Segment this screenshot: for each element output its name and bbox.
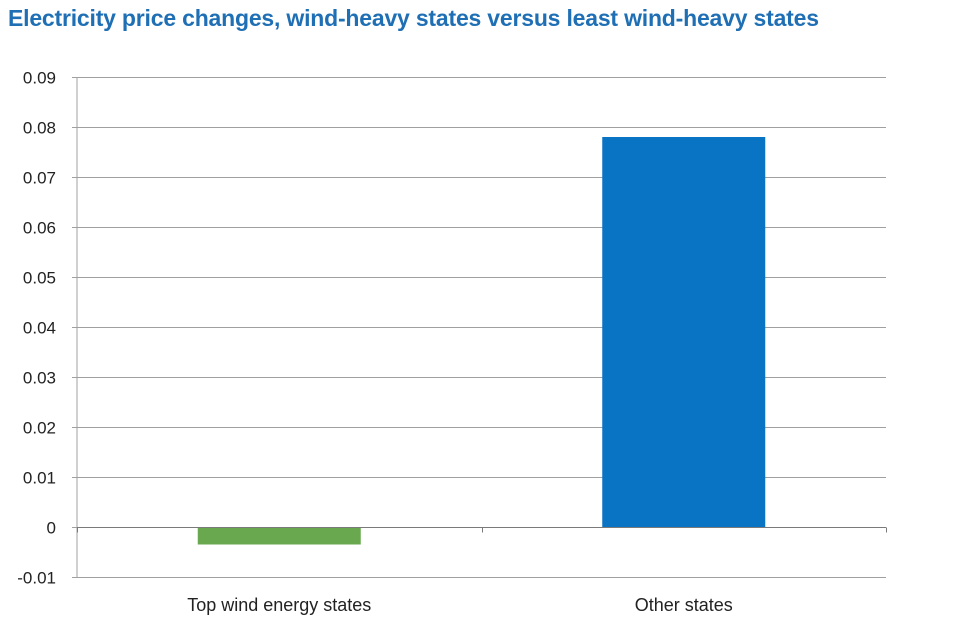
x-category-label: Other states [635, 595, 733, 615]
y-axis-ticks: -0.01 0 0.01 0.02 0.03 0.04 0.05 0.06 0.07 0.08 0.… [17, 69, 56, 588]
y-tick-label: 0.04 [23, 319, 56, 338]
y-tick-label: 0 [47, 519, 56, 538]
chart-title: Electricity price changes, wind-heavy st… [8, 5, 819, 31]
y-tick-label: 0.08 [23, 119, 56, 138]
bars [197, 137, 766, 545]
bar-1 [197, 527, 361, 545]
y-tick-label: 0.03 [23, 369, 56, 388]
y-tick-label: 0.09 [23, 69, 56, 88]
x-axis-labels: Top wind energy states Other states [187, 595, 733, 615]
bar-2 [602, 137, 766, 527]
y-tick-label: 0.07 [23, 169, 56, 188]
y-tick-label: -0.01 [17, 569, 56, 588]
y-tick-label: 0.01 [23, 469, 56, 488]
y-tick-label: 0.05 [23, 269, 56, 288]
x-category-label: Top wind energy states [187, 595, 371, 615]
y-tick-label: 0.02 [23, 419, 56, 438]
y-tick-label: 0.06 [23, 219, 56, 238]
x-axis [77, 527, 887, 533]
